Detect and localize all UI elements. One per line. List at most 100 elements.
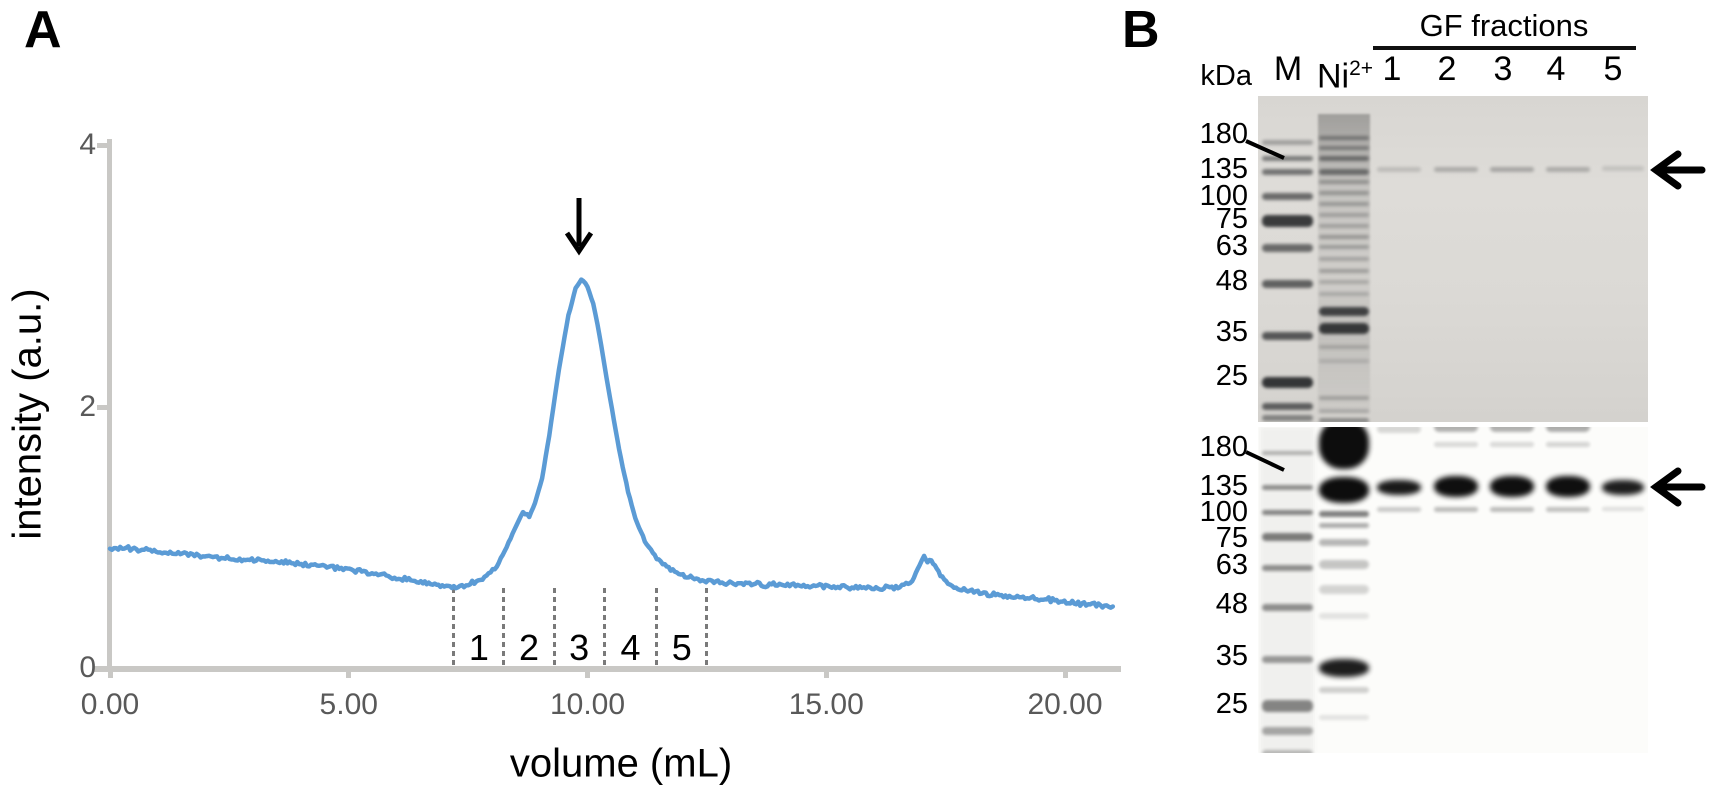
ladder-bottom-label: 135 [1199, 470, 1248, 502]
gel-band-lane-Ni [1319, 345, 1369, 349]
fraction-number: 1 [468, 627, 489, 668]
sds-page-gel-image [1258, 96, 1648, 422]
gel-band-lane-Ni [1319, 292, 1369, 296]
fraction-number: 3 [569, 627, 590, 668]
gel-band-lane-Ni [1319, 245, 1369, 249]
ladder-bottom-label: 63 [1215, 549, 1248, 581]
ladder-bottom-label: 48 [1215, 588, 1248, 620]
top-blot-arrow-icon [1650, 150, 1706, 190]
x-tick-label: 0.00 [80, 688, 140, 721]
fraction-number: 5 [671, 627, 692, 668]
x-tick-mark [346, 666, 352, 678]
western-blot-image [1258, 427, 1648, 753]
gel-band-lane-4 [1546, 507, 1590, 512]
y-tick-mark [97, 666, 108, 671]
gel-band-lane-2 [1434, 427, 1478, 432]
gel-band-lane-Ni [1319, 269, 1369, 273]
gel-band-lane-M [1262, 140, 1313, 145]
y-tick-label: 2 [79, 389, 96, 423]
gel-band-lane-M [1262, 565, 1313, 571]
gel-band-lane-Ni [1319, 560, 1369, 569]
y-tick-mark [97, 404, 108, 410]
fraction-number: 4 [620, 627, 641, 668]
lane-label-4: 4 [1546, 50, 1566, 88]
gel-band-lane-1 [1377, 427, 1421, 433]
gel-band-lane-4 [1546, 476, 1590, 497]
ladder-top-label: 48 [1215, 265, 1248, 297]
fraction-boundary-line [655, 588, 659, 667]
gel-band-lane-Ni [1319, 180, 1369, 184]
kda-label: kDa [1200, 60, 1252, 92]
ladder-top-label: 135 [1199, 153, 1248, 185]
fraction-boundary-line [705, 588, 709, 667]
gf-fractions-rule [1373, 46, 1636, 50]
chromatogram-trace [107, 277, 1116, 610]
gel-band-lane-M [1262, 415, 1313, 421]
x-tick-mark [823, 666, 829, 678]
gel-band-lane-Ni [1319, 687, 1369, 693]
gel-band-lane-2 [1434, 476, 1478, 497]
x-tick-mark [107, 666, 113, 678]
lane-label-5: 5 [1603, 50, 1623, 88]
gel-band-lane-3 [1490, 427, 1534, 432]
x-tick-label: 20.00 [1027, 688, 1103, 721]
gel-band-lane-Ni [1319, 477, 1369, 503]
y-tick-label: 0 [79, 651, 96, 684]
gel-band-lane-Ni [1319, 146, 1369, 150]
fraction-number: 2 [518, 627, 540, 668]
gel-band-lane-4 [1546, 167, 1590, 172]
gel-band-lane-M [1262, 604, 1313, 611]
ladder-bottom-label: 100 [1199, 496, 1248, 528]
gel-band-lane-Ni [1319, 523, 1369, 528]
gel-band-lane-1 [1377, 480, 1421, 495]
gel-band-lane-2 [1434, 167, 1478, 172]
gel-band-lane-Ni [1319, 235, 1369, 239]
fraction-boundary-line [552, 588, 556, 667]
gel-band-lane-Ni [1319, 418, 1369, 422]
gel-band-lane-3 [1490, 507, 1534, 512]
gel-band-lane-M [1262, 727, 1313, 735]
gel-band-lane-Ni [1319, 169, 1369, 175]
gel-band-lane-Ni [1319, 659, 1369, 677]
gel-band-lane-Ni [1319, 202, 1369, 206]
gel-band-lane-M [1262, 377, 1313, 388]
gel-band-lane-M [1262, 332, 1313, 340]
gel-band-lane-Ni [1319, 136, 1369, 140]
gel-band-lane-Ni [1319, 359, 1369, 363]
gel-band-lane-Ni [1319, 613, 1369, 619]
y-tick-mark [97, 143, 108, 148]
gel-band-lane-M [1262, 750, 1313, 753]
fraction-boundary-line [602, 588, 606, 667]
gel-band-lane-M [1262, 193, 1313, 200]
gel-band-lane-Ni [1319, 213, 1369, 217]
x-tick-label: 15.00 [788, 688, 864, 721]
lane-label-3: 3 [1493, 50, 1513, 88]
ni-lane-smear [1318, 114, 1370, 414]
x-tick-mark [1062, 666, 1068, 678]
gel-band-lane-3 [1490, 476, 1534, 497]
ladder-top-label: 25 [1215, 360, 1248, 392]
x-axis-title: volume (mL) [509, 741, 733, 786]
peak-arrow-icon [564, 198, 594, 256]
ladder-bottom-label: 75 [1215, 522, 1248, 554]
fraction-boundary-line [452, 588, 456, 667]
gel-band-lane-M [1262, 533, 1313, 541]
gel-band-lane-M [1262, 485, 1313, 490]
gel-band-lane-3 [1490, 442, 1534, 447]
gel-band-lane-5 [1602, 480, 1644, 495]
x-tick-label: 10.00 [549, 688, 626, 721]
gel-band-lane-Ni [1319, 511, 1369, 517]
gel-band-lane-Ni [1319, 307, 1369, 316]
gel-band-lane-Ni [1319, 224, 1369, 228]
gel-band-lane-Ni [1319, 539, 1369, 546]
x-tick-label: 5.00 [319, 688, 378, 721]
gel-band-lane-M [1262, 403, 1313, 410]
y-tick-label: 4 [79, 128, 96, 161]
gel-band-lane-Ni [1319, 191, 1369, 195]
gel-band-lane-Ni [1319, 715, 1369, 720]
gf-fractions-header: GF fractions [1419, 8, 1589, 43]
x-axis-line [93, 666, 1121, 672]
lane-label-1: 1 [1382, 50, 1402, 88]
gel-band-lane-1 [1377, 507, 1421, 512]
